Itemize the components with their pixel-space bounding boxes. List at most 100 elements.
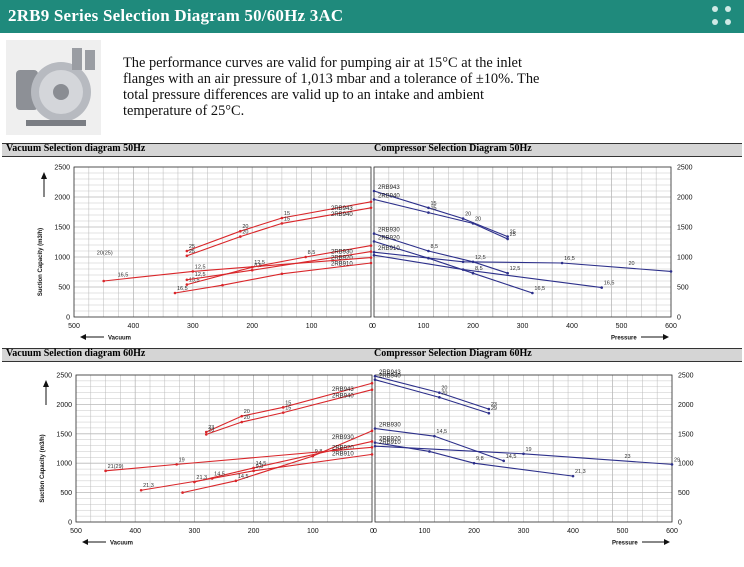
series-point	[280, 222, 284, 225]
series-point	[370, 440, 374, 443]
data-label: 20	[242, 230, 248, 236]
y-tick-label: 1000	[678, 461, 694, 468]
series-point	[304, 255, 307, 259]
series-point	[370, 453, 374, 456]
data-label: 14,5	[506, 454, 517, 460]
series-name-label: 2RB943	[332, 387, 354, 393]
y-tick-label: 2500	[54, 165, 70, 172]
series-name-label: 2RB943	[331, 206, 353, 212]
data-label: 15	[285, 400, 291, 406]
y-tick-label: 0	[66, 315, 70, 322]
series-point	[433, 434, 436, 438]
series-point	[139, 488, 143, 492]
x-tick-label: 300	[187, 323, 199, 330]
series-point	[191, 270, 195, 273]
data-label: 8,5	[308, 250, 316, 256]
series-point	[487, 407, 491, 411]
data-label: 16,5	[534, 286, 545, 292]
series-point	[234, 479, 238, 483]
series-line	[174, 262, 372, 294]
compressor-50hz-title: Compressor Selection Diagram 50Hz	[374, 143, 532, 154]
data-label: 14,5	[256, 461, 267, 467]
y-tick-label: 1000	[677, 255, 693, 262]
data-label: 12,5	[510, 266, 521, 272]
x-tick-label: 0	[372, 323, 376, 330]
series-name-label: 2RB940	[332, 394, 354, 400]
series-name-label: 2RB940	[378, 193, 400, 199]
data-label: 9,8	[476, 456, 484, 462]
data-label: 15	[430, 206, 436, 212]
series-line	[373, 233, 508, 274]
series-point	[373, 441, 377, 444]
series-point	[427, 249, 430, 253]
data-label: 15	[284, 216, 290, 222]
x-tick-label: 200	[246, 323, 258, 330]
intro-text: The performance curves are valid for pum…	[123, 55, 540, 119]
y-tick-label: 500	[60, 490, 72, 497]
data-label: 14,5	[238, 474, 249, 480]
data-label: 12,5	[195, 272, 206, 278]
series-name-label: 2RB940	[379, 374, 401, 380]
series-point	[461, 260, 465, 264]
series-point	[373, 374, 377, 378]
y-axis-title: Suction Capacity (m3/h)	[38, 228, 44, 296]
series-point	[281, 411, 285, 414]
series-line	[374, 379, 490, 414]
series-point	[369, 200, 373, 204]
data-label: 21,3	[196, 475, 207, 481]
series-point	[221, 283, 224, 287]
data-label: 21(29)	[108, 464, 124, 470]
series-point	[427, 206, 430, 210]
x-tick-label: 500	[68, 323, 80, 330]
x-tick-label: 500	[70, 528, 82, 535]
plot-frame	[73, 166, 372, 318]
series-point	[104, 469, 107, 473]
series-line	[373, 190, 508, 238]
data-label: 23	[208, 425, 214, 431]
y-tick-label: 2500	[677, 165, 693, 172]
y-tick-label: 1000	[56, 461, 72, 468]
chart-compressor-selection-diagram-60hz: 0 100 200 300 400 500 600050010001500200025002…	[373, 370, 694, 546]
data-label: 12,5	[254, 260, 265, 266]
series-point	[250, 268, 254, 272]
series-point	[240, 420, 244, 424]
x-tick-label: 500	[617, 528, 629, 535]
compressor-60hz-title: Compressor Selection Diagram 60Hz	[374, 348, 532, 359]
series-name-label: 2RB920	[378, 235, 400, 241]
series-name-label: 2RB920	[331, 256, 353, 262]
data-label: 16,5	[564, 256, 575, 262]
x-tick-label: 400	[129, 528, 141, 535]
x-tick-label: 100	[419, 528, 431, 535]
data-label: 8,5	[430, 244, 438, 250]
data-label: 29	[491, 406, 497, 412]
series-point	[252, 469, 255, 473]
y-tick-label: 2500	[56, 373, 72, 380]
y-tick-label: 1500	[678, 431, 694, 438]
title-bar: 2RB9 Series Selection Diagram 50/60Hz 3A…	[0, 0, 744, 33]
series-point	[185, 283, 189, 286]
x-axis-arrow-icon	[663, 334, 669, 340]
series-name-label: 2RB940	[331, 212, 353, 218]
series-point	[102, 279, 105, 283]
series-point	[280, 216, 284, 220]
x-tick-label: 200	[248, 528, 260, 535]
y-tick-label: 2000	[677, 195, 693, 202]
data-label: 23	[208, 427, 214, 433]
x-tick-label: 400	[128, 323, 140, 330]
data-label: 19	[179, 457, 185, 463]
menu-dots-icon[interactable]	[712, 6, 732, 26]
series-point	[239, 229, 242, 233]
series-point	[472, 461, 476, 465]
data-label: 21,3	[575, 469, 586, 475]
x-tick-label: 100	[307, 528, 319, 535]
page-title: 2RB9 Series Selection Diagram 50/60Hz 3A…	[8, 6, 344, 25]
series-point	[506, 237, 509, 241]
series-point	[173, 291, 177, 295]
section-bar-60hz: Vacuum Selection diagram 60Hz Compressor…	[2, 348, 742, 362]
x-tick-label: 200	[468, 528, 480, 535]
x-tick-label: 0	[370, 528, 374, 535]
series-point	[506, 235, 509, 238]
series-point	[372, 253, 376, 257]
series-point	[210, 477, 214, 480]
series-point	[370, 446, 374, 449]
